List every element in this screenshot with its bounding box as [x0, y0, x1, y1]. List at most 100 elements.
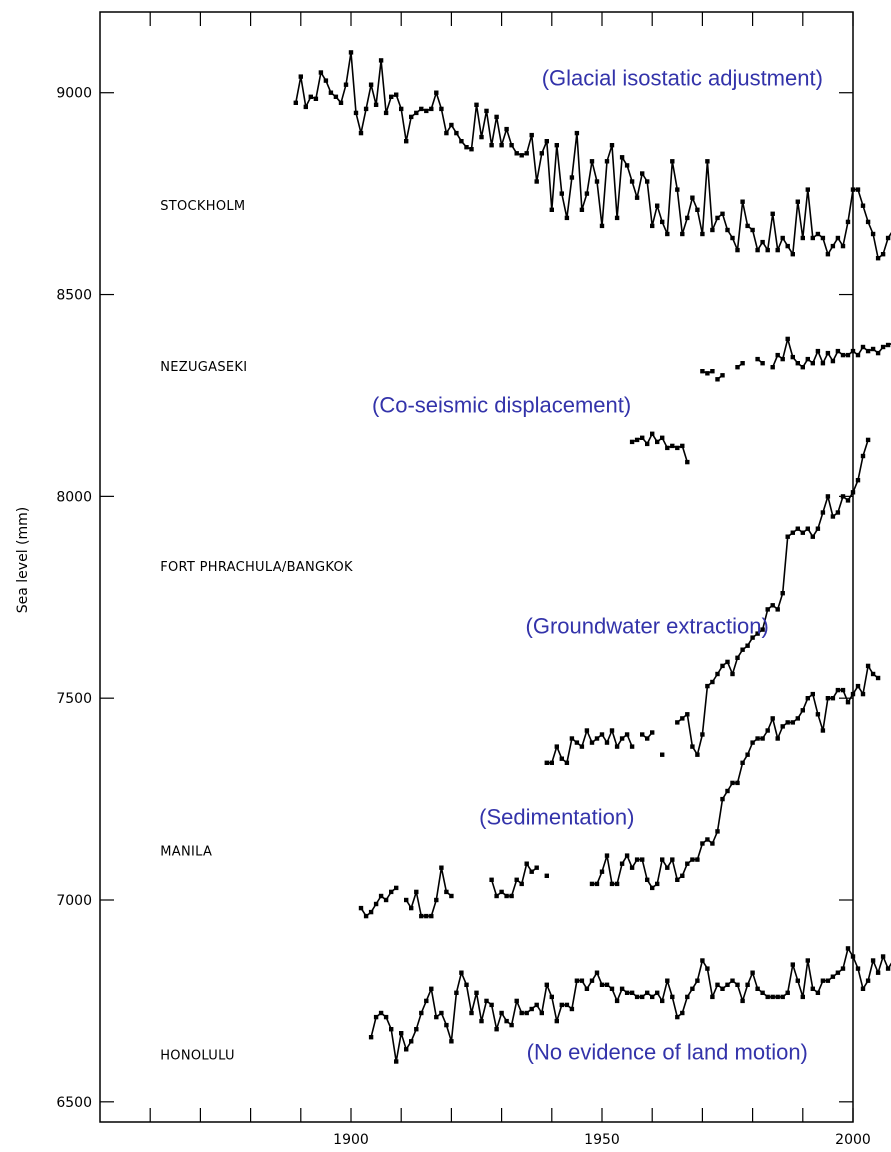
data-point	[389, 889, 394, 895]
data-point	[634, 195, 640, 200]
data-point	[394, 92, 399, 97]
data-point	[680, 873, 685, 878]
data-point	[855, 966, 861, 971]
data-point	[790, 530, 795, 535]
data-point	[459, 139, 464, 144]
data-point	[660, 752, 665, 757]
plot-frame	[99, 11, 854, 1123]
data-point	[780, 356, 785, 362]
data-point	[439, 865, 444, 870]
data-point	[875, 350, 881, 356]
data-point	[358, 130, 364, 136]
data-point	[680, 1010, 685, 1016]
data-point	[760, 361, 765, 366]
data-point	[539, 151, 544, 156]
data-point	[343, 82, 349, 87]
data-point	[434, 90, 439, 95]
data-point	[424, 108, 429, 114]
data-point	[680, 716, 685, 721]
annotation-label: (Sedimentation)	[479, 805, 634, 830]
data-point	[645, 736, 650, 741]
data-point	[424, 913, 429, 919]
data-point	[434, 1014, 439, 1020]
data-point	[645, 877, 650, 882]
data-point	[815, 712, 821, 717]
series-nezugaseki	[629, 336, 891, 465]
data-point	[444, 130, 449, 136]
data-point	[464, 982, 469, 987]
data-point	[363, 913, 369, 919]
data-point	[509, 143, 514, 148]
data-point	[640, 994, 645, 1000]
data-point	[805, 187, 810, 192]
data-point	[725, 982, 730, 987]
data-point	[675, 720, 680, 725]
data-point	[373, 102, 379, 107]
data-point	[534, 1002, 539, 1008]
data-point	[534, 179, 539, 184]
data-point	[640, 732, 645, 737]
data-point	[765, 247, 770, 253]
data-point	[815, 990, 821, 995]
data-point	[880, 252, 886, 257]
data-point	[494, 1027, 499, 1032]
data-point	[770, 716, 775, 721]
data-point	[865, 663, 871, 669]
data-point	[474, 990, 479, 995]
data-point	[544, 139, 549, 144]
data-point	[464, 145, 469, 150]
data-point	[419, 106, 424, 112]
data-point	[479, 134, 484, 140]
data-point	[725, 659, 730, 665]
data-point	[640, 171, 645, 176]
data-point	[740, 998, 745, 1004]
data-point	[554, 1018, 559, 1024]
data-point	[845, 946, 851, 951]
data-point	[835, 235, 841, 241]
data-point	[705, 371, 710, 376]
data-point	[885, 966, 891, 971]
data-point	[770, 211, 775, 216]
data-point	[850, 490, 856, 495]
data-point	[594, 970, 600, 975]
data-point	[383, 897, 389, 903]
data-point	[544, 982, 549, 987]
data-point	[855, 478, 861, 483]
data-point	[444, 889, 449, 895]
data-point	[509, 893, 514, 899]
data-point	[368, 1035, 374, 1040]
data-point	[594, 736, 600, 741]
data-point	[740, 647, 745, 652]
data-point	[685, 215, 690, 221]
data-point	[780, 994, 785, 1000]
data-point	[599, 869, 605, 874]
data-point	[569, 1006, 575, 1012]
data-point	[670, 994, 675, 1000]
data-point	[715, 377, 720, 382]
data-point	[655, 203, 660, 208]
data-point	[675, 445, 680, 451]
data-point	[765, 607, 770, 612]
data-point	[660, 435, 665, 440]
data-point	[514, 877, 519, 882]
data-point	[509, 1022, 514, 1028]
data-point	[835, 510, 841, 515]
data-point	[830, 358, 836, 364]
data-point	[880, 344, 886, 350]
data-point	[835, 348, 841, 354]
data-point	[825, 252, 831, 257]
data-point	[690, 857, 695, 862]
data-point	[579, 744, 585, 749]
data-point	[850, 348, 856, 354]
data-point	[875, 675, 881, 681]
data-point	[800, 530, 805, 535]
data-point	[378, 58, 384, 63]
data-point	[645, 179, 650, 184]
data-point	[519, 153, 524, 158]
data-point	[730, 235, 735, 241]
y-tick-label: 7500	[56, 691, 92, 707]
data-point	[690, 986, 695, 991]
data-point	[715, 671, 720, 677]
annotation-label: (Groundwater extraction)	[526, 614, 769, 639]
x-tick-label: 2000	[835, 1132, 871, 1148]
